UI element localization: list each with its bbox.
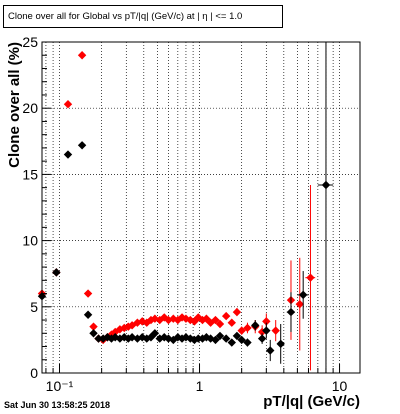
- x-axis-label: pT/|q| (GeV/c): [263, 393, 360, 410]
- data-point: [63, 100, 73, 109]
- data-point: [243, 323, 252, 333]
- data-point: [89, 322, 98, 331]
- data-point: [94, 334, 103, 343]
- x-tick-label: 10: [332, 378, 348, 394]
- data-point: [211, 315, 220, 325]
- grid: [42, 42, 360, 373]
- data-point: [63, 150, 73, 159]
- data-point: [77, 51, 87, 60]
- data-point: [77, 141, 87, 150]
- plot-frame: [41, 41, 361, 374]
- data-point: [198, 315, 207, 325]
- timestamp: Sat Jun 30 13:58:25 2018: [4, 400, 111, 410]
- data-point: [262, 317, 271, 326]
- data-point: [215, 319, 225, 329]
- data-point: [262, 326, 271, 335]
- data-point: [271, 326, 280, 335]
- data-point: [266, 346, 275, 355]
- data-point: [257, 334, 267, 343]
- data-point: [146, 315, 156, 325]
- data-point: [306, 273, 315, 282]
- data-point: [221, 311, 231, 321]
- data-point: [52, 268, 61, 277]
- chart-title: Clone over all for Global vs pT/|q| (GeV…: [3, 5, 283, 28]
- data-point: [89, 329, 98, 338]
- y-tick-label: 10: [22, 233, 38, 249]
- x-tick-label: 1: [196, 378, 204, 394]
- data-point: [83, 310, 93, 319]
- data-point: [295, 299, 304, 309]
- y-axis-label: Clone over all (%): [6, 42, 23, 168]
- y-tick-label: 25: [22, 34, 38, 50]
- data-point: [298, 290, 308, 300]
- data-point: [251, 321, 260, 330]
- y-tick-label: 0: [30, 365, 38, 381]
- series-0: [37, 51, 316, 371]
- data-series: [37, 42, 334, 373]
- x-tick-label: 10⁻¹: [46, 378, 74, 394]
- data-point: [83, 289, 93, 298]
- data-point: [146, 333, 156, 342]
- data-point: [237, 326, 246, 335]
- data-point: [232, 331, 242, 341]
- data-point: [120, 323, 129, 333]
- data-point: [227, 338, 236, 347]
- y-tick-label: 20: [22, 100, 38, 116]
- data-point: [221, 334, 231, 343]
- data-point: [321, 180, 331, 190]
- data-point: [215, 331, 225, 341]
- data-point: [211, 335, 220, 345]
- data-point: [276, 339, 285, 349]
- series-1: [37, 42, 334, 373]
- data-point: [286, 307, 296, 317]
- data-point: [194, 313, 203, 322]
- data-point: [232, 307, 242, 317]
- y-tick-label: 5: [30, 299, 38, 315]
- data-point: [227, 318, 236, 327]
- data-point: [150, 329, 160, 338]
- y-tick-label: 15: [22, 166, 38, 182]
- data-point: [243, 338, 252, 347]
- data-point: [237, 335, 246, 345]
- axes: 10⁻¹ 1 10 0 5 10 15 20 25: [22, 34, 347, 394]
- data-point: [173, 315, 183, 325]
